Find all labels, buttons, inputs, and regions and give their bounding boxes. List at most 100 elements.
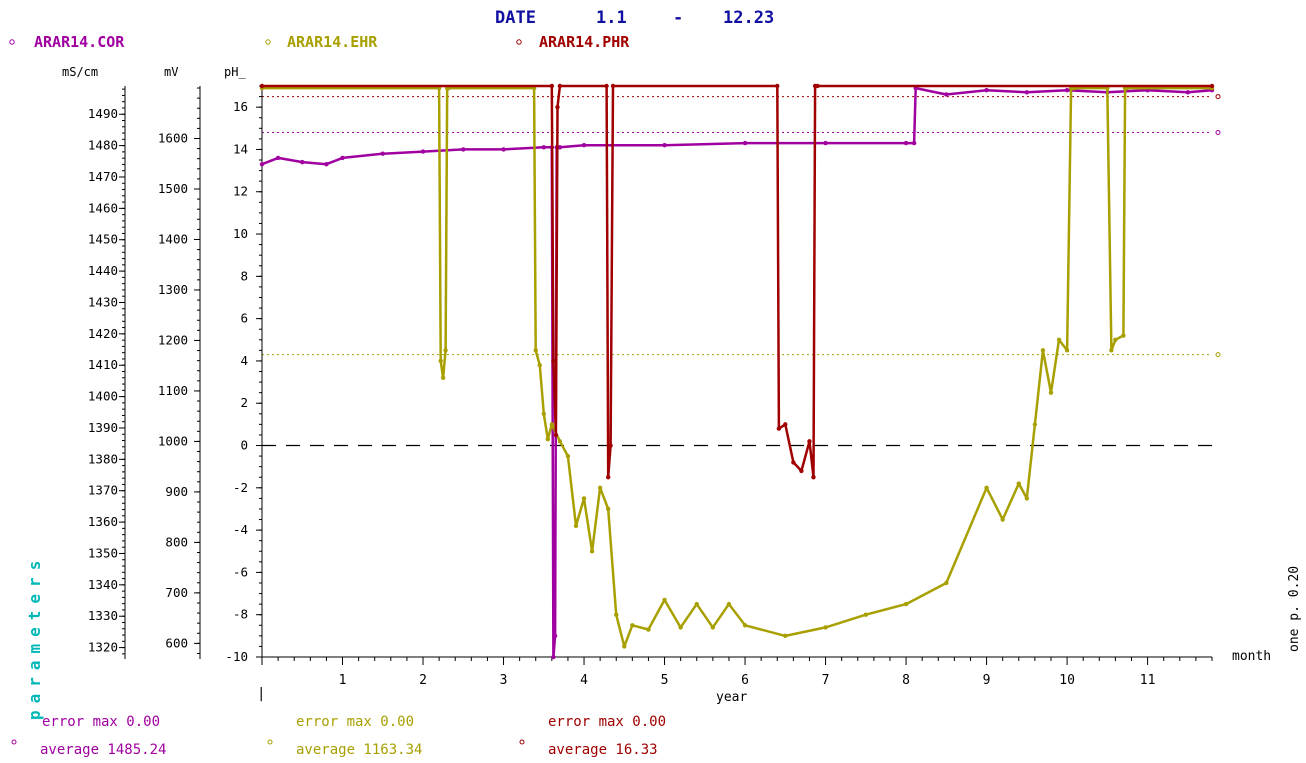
series-point (811, 475, 816, 480)
series-point (1040, 348, 1046, 353)
legend-label-cor: ARAR14.COR (34, 33, 125, 51)
series-point (557, 439, 563, 444)
series-point (662, 597, 667, 603)
series-point (678, 625, 683, 630)
x-tick-label: 10 (1059, 673, 1075, 688)
x-tick-label: 1 (339, 673, 347, 688)
stats-panel: error max 0.00 average 1485.24 error max… (11, 714, 666, 758)
y-tick-label-cor: 1340 (88, 577, 118, 592)
series-point (557, 145, 563, 150)
series-point (630, 623, 635, 628)
series-point (501, 147, 506, 152)
y-tick-label-ehr: 1100 (158, 383, 188, 398)
series-point (1064, 88, 1070, 93)
stats-error-cor: error max 0.00 (42, 714, 160, 730)
series-point (807, 439, 812, 444)
series-point (783, 633, 788, 639)
legend-item-cor: ARAR14.COR (9, 33, 125, 51)
series-point (605, 475, 611, 480)
series-point (420, 149, 426, 154)
y-tick-label-cor: 1480 (88, 138, 118, 153)
legend-label-ehr: ARAR14.EHR (287, 33, 378, 51)
y-tick-label-cor: 1320 (88, 640, 118, 655)
y-tick-label-ehr: 1000 (158, 433, 188, 448)
series-line-arar14-cor (261, 86, 1213, 659)
axes: 1320133013401350136013701380139014001410… (88, 85, 1213, 688)
series-point (581, 496, 587, 501)
series-point (340, 155, 345, 161)
legend: ARAR14.COR ARAR14.EHR ARAR14.PHR (9, 33, 630, 51)
series-point (742, 140, 748, 146)
series-point (614, 612, 619, 617)
series-point (549, 83, 555, 89)
y-tick-label-cor: 1490 (88, 106, 118, 121)
series-point (555, 104, 560, 110)
y-tick-label-phr: 2 (240, 395, 248, 410)
legend-marker-ehr (265, 39, 271, 45)
series-point (694, 601, 699, 607)
series-point (622, 644, 627, 649)
series-point (1056, 337, 1062, 342)
series-point (552, 633, 558, 639)
series-point (461, 147, 466, 152)
series-point (541, 145, 546, 150)
y-tick-label-ehr: 1400 (158, 231, 188, 246)
date-to: 12.23 (723, 8, 774, 28)
series-point (903, 140, 909, 146)
y-tick-label-ehr: 600 (165, 635, 188, 650)
series-point (662, 143, 667, 148)
series-point (541, 411, 546, 416)
stats-phr: error max 0.00 average 16.33 (519, 714, 666, 758)
y-tick-label-cor: 1460 (88, 200, 118, 215)
series-point (944, 580, 949, 586)
stats-marker-phr (519, 739, 525, 745)
x-tick-label: 11 (1140, 673, 1156, 688)
y-tick-label-cor: 1330 (88, 608, 118, 623)
reference-lines (262, 94, 1221, 447)
series-point (1024, 496, 1030, 501)
x-tick-label: 3 (500, 673, 508, 688)
y-tick-label-ehr: 1500 (158, 181, 188, 196)
series-point (646, 627, 651, 632)
right-unit: month (1232, 649, 1271, 664)
series-point (551, 654, 556, 660)
y-tick-label-cor: 1440 (88, 263, 118, 278)
series-point (259, 162, 265, 167)
series-point (984, 88, 989, 93)
series-point (1032, 422, 1038, 427)
y-tick-label-phr: 16 (233, 99, 248, 114)
series-point (823, 625, 828, 630)
reference-marker (1215, 130, 1221, 136)
series-point (259, 83, 265, 89)
series-point (589, 549, 595, 554)
series-point (1109, 348, 1114, 353)
series-point (557, 83, 563, 89)
y-tick-label-phr: 14 (233, 141, 248, 156)
series-point (440, 375, 446, 381)
series-point (823, 140, 828, 146)
series-point (300, 159, 305, 165)
series-point (903, 601, 909, 607)
series-point (1185, 90, 1191, 95)
y-tick-label-cor: 1350 (88, 545, 118, 560)
series-point (545, 436, 551, 442)
axis-unit-phr: pH_ (224, 65, 246, 79)
series-point (537, 362, 542, 368)
reference-marker (1215, 352, 1221, 358)
series-point (553, 432, 559, 438)
y-tick-label-ehr: 1600 (158, 131, 188, 146)
series-point (1024, 90, 1030, 95)
y-tick-label-ehr: 700 (165, 585, 188, 600)
series-point (710, 625, 716, 630)
series-point (380, 151, 385, 156)
legend-label-phr: ARAR14.PHR (539, 33, 630, 51)
series-point (604, 83, 609, 89)
stats-cor: error max 0.00 average 1485.24 (11, 714, 166, 758)
series-point (605, 506, 611, 512)
series-point (443, 348, 448, 353)
axis-unit-cor: mS/cm (62, 65, 98, 79)
y-tick-label-phr: 8 (240, 268, 248, 283)
series-point (775, 83, 780, 89)
x-tick-label: 2 (419, 673, 427, 688)
